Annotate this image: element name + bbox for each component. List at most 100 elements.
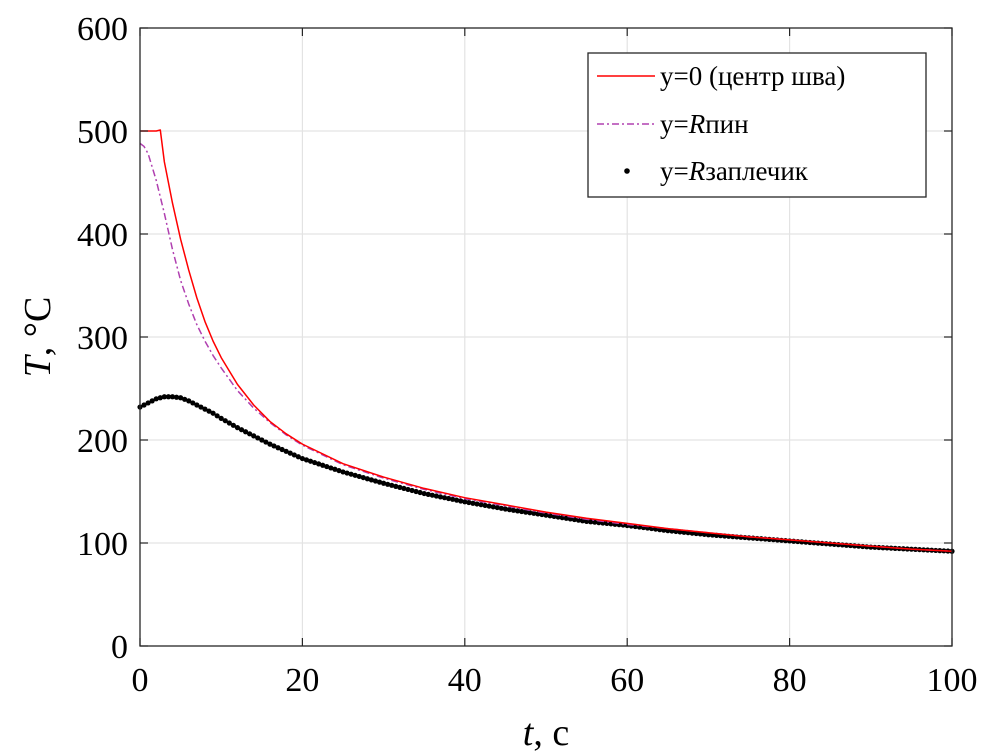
series-shoulder-point: [247, 431, 253, 437]
series-shoulder-point: [575, 517, 582, 523]
plot-area: [137, 129, 955, 554]
series-shoulder-point: [437, 494, 444, 500]
series-shoulder-point: [222, 418, 228, 424]
series-shoulder-point: [450, 496, 456, 502]
series-shoulder-point: [519, 508, 525, 515]
series-shoulder-point: [238, 427, 245, 433]
series-shoulder-point: [332, 466, 338, 472]
series-shoulder-point: [372, 478, 379, 484]
series-shoulder-point: [307, 458, 314, 464]
legend-box: [587, 52, 927, 198]
series-shoulder-point: [165, 394, 172, 400]
series-shoulder-point: [409, 487, 415, 494]
x-tick-label: 100: [927, 662, 978, 699]
series-shoulder-point: [251, 433, 257, 439]
series-shoulder-point: [344, 470, 350, 476]
y-axis-variable: T: [17, 353, 59, 377]
series-shoulder-point: [502, 506, 508, 512]
series-shoulder-point: [218, 415, 224, 421]
series-shoulder-point: [389, 482, 395, 488]
series-shoulder-point: [454, 497, 460, 503]
series-center-line: [140, 129, 953, 552]
series-shoulder-point: [494, 504, 500, 511]
series-shoulder-point: [405, 486, 411, 493]
series-shoulder-point: [543, 512, 549, 518]
series-shoulder-point: [429, 492, 435, 498]
series-shoulder-point: [360, 474, 366, 481]
series-shoulder-point: [401, 485, 407, 492]
series-shoulder-point: [393, 483, 399, 489]
series-shoulder-point: [328, 465, 334, 471]
axis-ticks: [139, 27, 953, 647]
series-shoulder-point: [149, 398, 155, 404]
series-shoulder-point: [462, 499, 468, 505]
x-tick-label: 80: [773, 662, 807, 699]
series-shoulder-point: [145, 400, 151, 406]
legend-label-center: y=0 (центр шва): [660, 61, 845, 91]
y-tick-label: 600: [77, 11, 128, 48]
series-shoulder-point: [161, 394, 167, 400]
series-shoulder-point: [234, 425, 241, 431]
series-shoulder-point: [169, 394, 176, 400]
series-shoulder-point: [381, 480, 387, 486]
series-shoulder-point: [295, 454, 301, 460]
series-shoulder-point: [214, 413, 220, 419]
x-tick-label: 60: [610, 662, 644, 699]
series-shoulder-point: [198, 404, 204, 410]
series-shoulder-point: [364, 476, 370, 482]
series-shoulder-point: [376, 479, 383, 485]
series-shoulder-point: [340, 469, 346, 475]
series-shoulder-point: [445, 495, 452, 502]
series-shoulder-point: [523, 509, 529, 515]
y-tick-label: 300: [77, 320, 128, 357]
x-axis-title: t, с: [523, 712, 569, 753]
series-shoulder-point: [263, 439, 269, 445]
y-tick-label: 200: [77, 423, 128, 460]
y-tick-label: 400: [77, 217, 128, 254]
series-shoulder-point: [527, 510, 533, 516]
x-axis-unit: , с: [533, 712, 569, 753]
y-axis-title: T, °C: [17, 297, 59, 378]
series-shoulder-point: [186, 398, 192, 404]
y-tick-label: 100: [77, 526, 128, 563]
series-shoulder-point: [316, 461, 322, 467]
series-shoulder-point: [510, 507, 517, 513]
series-shoulder-point: [202, 406, 208, 412]
x-tick-label: 0: [132, 662, 149, 699]
series-shoulder-point: [385, 481, 391, 487]
legend-symbol-shoulder: [624, 168, 630, 174]
series-shoulder-point: [336, 467, 342, 474]
legend-marker: [624, 168, 630, 174]
series-shoulder-point: [466, 499, 472, 506]
series-shoulder-point: [279, 446, 285, 453]
series-shoulder-point: [588, 519, 594, 525]
series-shoulder-point: [547, 513, 553, 519]
x-tick-label: 20: [285, 662, 319, 699]
series-shoulder-point: [474, 501, 480, 507]
series-shoulder-point: [356, 473, 362, 480]
legend: y=0 (центр шва) y=Rпин y=Rзаплечик: [587, 52, 927, 198]
series-shoulder-point: [153, 396, 159, 402]
series-shoulder-point: [190, 400, 196, 406]
series-shoulder-point: [441, 495, 448, 501]
series-shoulder-point: [555, 514, 561, 520]
series-shoulder-point: [506, 507, 513, 513]
series-shoulder-point: [178, 395, 184, 401]
series-shoulder-point: [486, 503, 492, 509]
series-shoulder-point: [141, 402, 147, 408]
y-tick-label: 500: [77, 114, 128, 151]
series-shoulder-point: [478, 502, 484, 508]
series-shoulder-point: [182, 396, 188, 402]
series-shoulder-point: [226, 420, 232, 426]
series-shoulder-point: [425, 491, 431, 497]
series-shoulder-point: [433, 493, 439, 499]
x-axis-variable: t: [523, 712, 535, 753]
series-shoulder-point: [242, 429, 249, 435]
series-center: [140, 129, 953, 552]
series-shoulder-point: [311, 459, 318, 466]
series-shoulder-point: [267, 441, 273, 447]
series-shoulder-point: [421, 490, 427, 497]
series-shoulder-point: [194, 402, 200, 408]
series-shoulder-point: [157, 395, 163, 401]
series-shoulder-point: [283, 448, 289, 454]
